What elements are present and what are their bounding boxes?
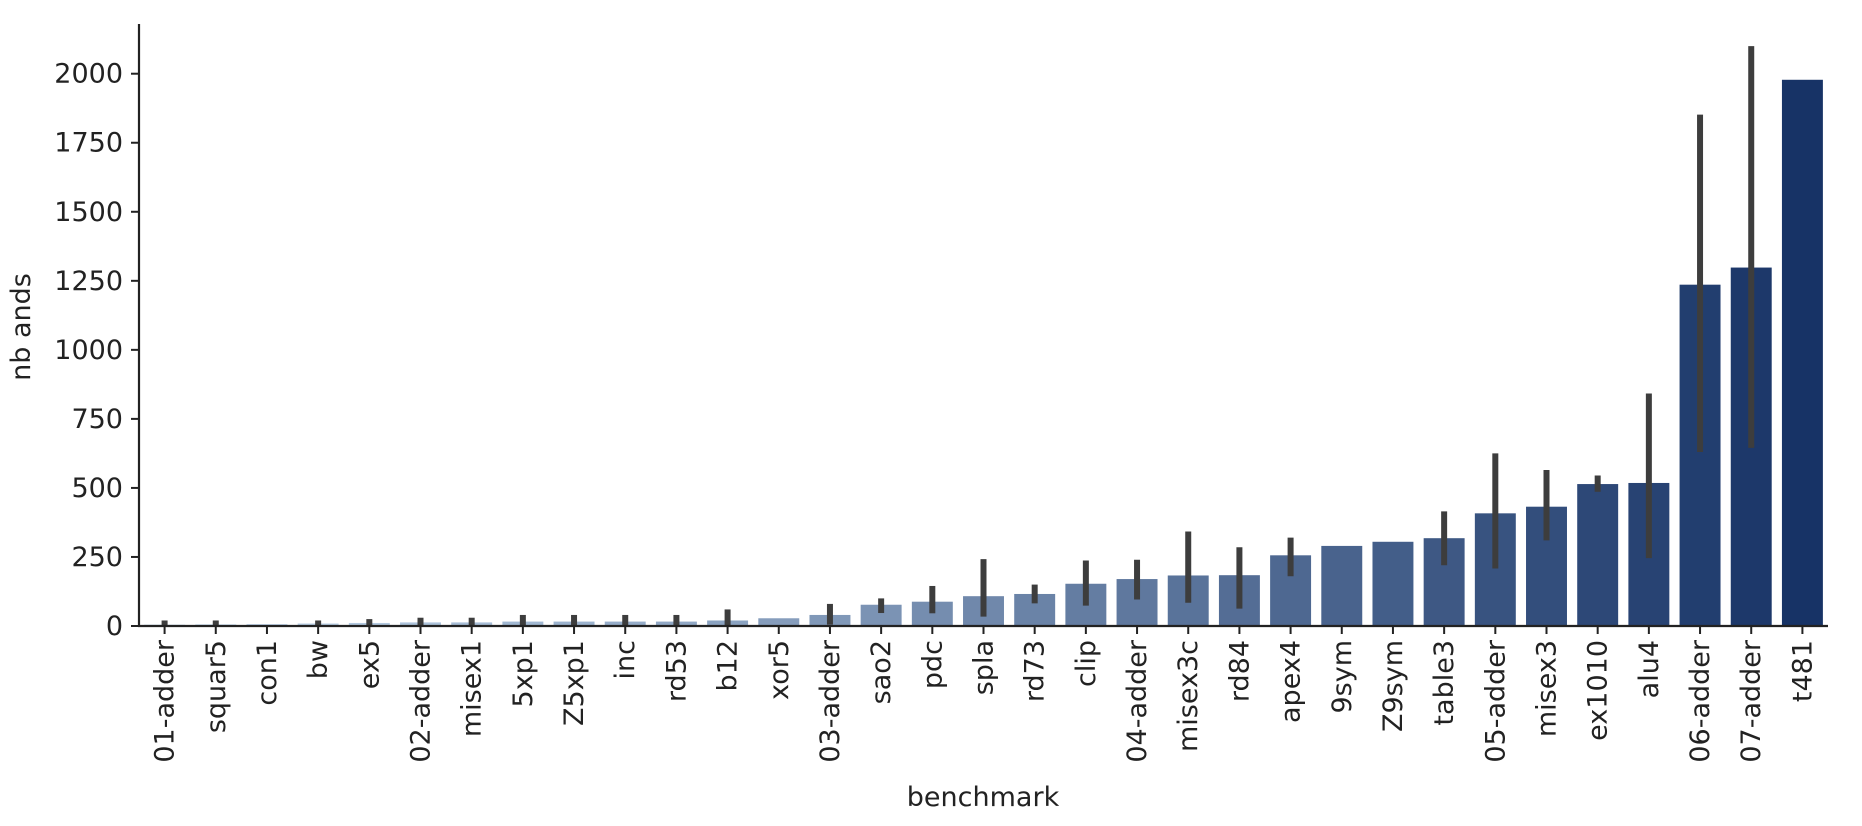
x-tick-label-rd73: rd73 (1020, 640, 1051, 702)
y-tick-label-1500: 1500 (54, 197, 123, 228)
x-tick-label-sao2: sao2 (866, 640, 897, 704)
x-tick-label-02-adder: 02-adder (406, 639, 437, 763)
x-tick-label-apex4: apex4 (1276, 640, 1307, 723)
x-tick-label-rd84: rd84 (1224, 640, 1255, 702)
error-bars-layer (161, 46, 1755, 626)
y-tick-label-1000: 1000 (54, 335, 123, 366)
y-tick-label-1750: 1750 (54, 128, 123, 159)
bar-9sym (1321, 545, 1363, 626)
y-tick-label-250: 250 (71, 542, 123, 573)
bar-t481 (1781, 79, 1823, 626)
axes-layer (137, 24, 1828, 628)
x-tick-label-alu4: alu4 (1634, 640, 1665, 698)
y-axis-title: nb ands (6, 273, 37, 381)
x-tick-label-t481: t481 (1787, 640, 1818, 702)
x-tick-label-bw: bw (303, 640, 334, 679)
x-tick-label-misex3c: misex3c (1173, 640, 1204, 752)
x-tick-label-01-adder: 01-adder (150, 639, 181, 763)
y-tick-label-1250: 1250 (54, 266, 123, 297)
x-tick-label-03-adder: 03-adder (815, 639, 846, 763)
x-tick-label-04-adder: 04-adder (1122, 639, 1153, 763)
y-tick-label-0: 0 (106, 611, 123, 642)
bar-sao2 (860, 604, 902, 626)
x-tick-label-rd53: rd53 (661, 640, 692, 702)
x-tick-label-5xp1: 5xp1 (508, 640, 539, 707)
x-tick-label-xor5: xor5 (764, 640, 795, 700)
x-tick-label-squar5: squar5 (201, 640, 232, 733)
x-tick-label-Z9sym: Z9sym (1378, 640, 1409, 732)
x-tick-label-b12: b12 (713, 640, 744, 692)
bar-Z9sym (1372, 541, 1414, 626)
x-tick-label-clip: clip (1071, 640, 1102, 687)
y-tick-label-2000: 2000 (54, 59, 123, 90)
x-tick-label-ex5: ex5 (354, 640, 385, 689)
x-tick-label-table3: table3 (1429, 640, 1460, 726)
x-ticks-layer: 01-adder squar5 con1 bw ex5 02-adder misex1 5xp… (150, 626, 1818, 763)
bars-layer (144, 79, 1823, 626)
bar-xor5 (758, 618, 800, 626)
x-tick-label-misex3: misex3 (1532, 640, 1563, 737)
x-tick-label-07-adder: 07-adder (1736, 639, 1767, 763)
x-tick-label-inc: inc (610, 640, 641, 679)
x-tick-label-Z5xp1: Z5xp1 (559, 640, 590, 726)
x-tick-label-9sym: 9sym (1327, 640, 1358, 714)
x-tick-label-pdc: pdc (917, 640, 948, 689)
y-ticks-layer: 0 250 500 750 1000 1250 1500 1750 2000 (54, 59, 139, 642)
x-tick-label-06-adder: 06-adder (1685, 639, 1716, 763)
x-tick-label-misex1: misex1 (457, 640, 488, 737)
x-tick-label-con1: con1 (252, 640, 283, 706)
x-tick-label-spla: spla (969, 640, 1000, 695)
bar-ex1010 (1577, 484, 1619, 626)
y-tick-label-750: 750 (71, 404, 123, 435)
x-tick-label-05-adder: 05-adder (1480, 639, 1511, 763)
x-tick-label-ex1010: ex1010 (1583, 640, 1614, 741)
x-axis-title: benchmark (907, 782, 1060, 813)
y-tick-label-500: 500 (71, 473, 123, 504)
